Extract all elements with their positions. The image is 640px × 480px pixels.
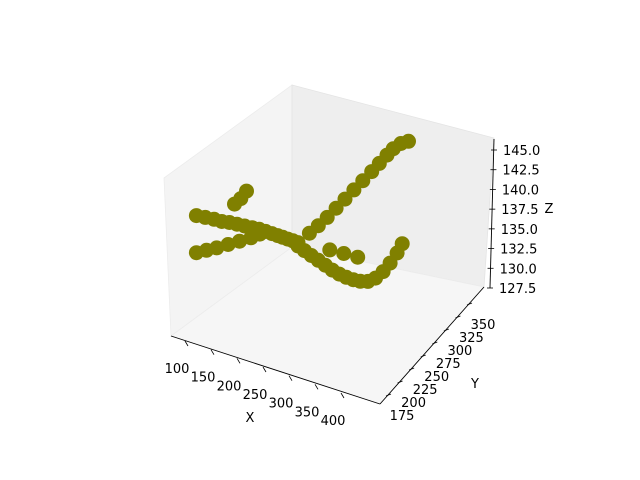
x-tick-label: 200 [217,379,242,394]
x-tick-mark [236,358,241,364]
scatter-point [394,236,410,252]
scatter-point [350,249,366,265]
y-tick-mark [420,354,426,358]
y-tick-mark [443,328,450,332]
x-tick-mark [340,392,345,399]
y-tick-mark [455,315,461,319]
z-tick-label: 127.5 [499,282,536,297]
scatter-point [220,237,236,252]
x-tick-label: 400 [321,414,346,429]
scatter-points [188,133,416,289]
z-axis-label: Z [545,202,554,217]
y-tick-mark [408,367,415,371]
x-tick-label: 100 [165,362,190,377]
y-tick-label: 225 [413,383,438,398]
scatter-point [252,226,268,242]
z-tick-label: 145.0 [503,144,540,159]
x-tick-label: 350 [295,405,320,420]
y-tick-label: 200 [401,396,426,411]
y-axis-label: Y [470,377,479,392]
x-tick-mark [262,366,267,373]
x-tick-mark [210,349,215,355]
y-tick-label: 275 [436,357,461,372]
y-tick-mark [466,302,473,306]
z-tick-label: 137.5 [501,203,538,218]
scatter-point [401,133,416,149]
y-tick-label: 175 [390,409,415,424]
scatter-point [232,233,247,249]
y-tick-label: 350 [471,318,496,333]
x-tick-label: 300 [269,397,294,412]
x-axis-label: X [246,411,255,426]
z-tick-label: 140.0 [502,183,539,198]
scatter-point [336,246,352,261]
y-tick-mark [397,380,403,384]
x-tick-label: 250 [243,388,268,403]
y-tick-label: 250 [424,370,449,385]
z-tick-label: 132.5 [500,243,537,258]
x-axis-line [170,335,381,405]
y-tick-mark [385,393,392,397]
x-tick-mark [184,340,189,347]
z-axis-line [489,138,495,289]
y-tick-label: 325 [459,331,484,346]
x-tick-label: 150 [191,371,216,386]
z-tick-label: 130.0 [500,262,537,277]
scatter-point [209,240,225,256]
y-axis-line [379,286,485,405]
z-tick-label: 142.5 [502,164,539,179]
z-ticks: 127.5 130.0 132.5 135.0 137.5 140.0 142.5 145.0 [487,144,540,297]
x-tick-mark [314,384,319,390]
scatter-point [239,183,254,199]
x-tick-mark [288,375,293,381]
scatter-point [322,242,338,258]
z-tick-label: 135.0 [501,223,538,238]
y-tick-label: 300 [447,344,472,359]
y-tick-mark [432,341,438,345]
